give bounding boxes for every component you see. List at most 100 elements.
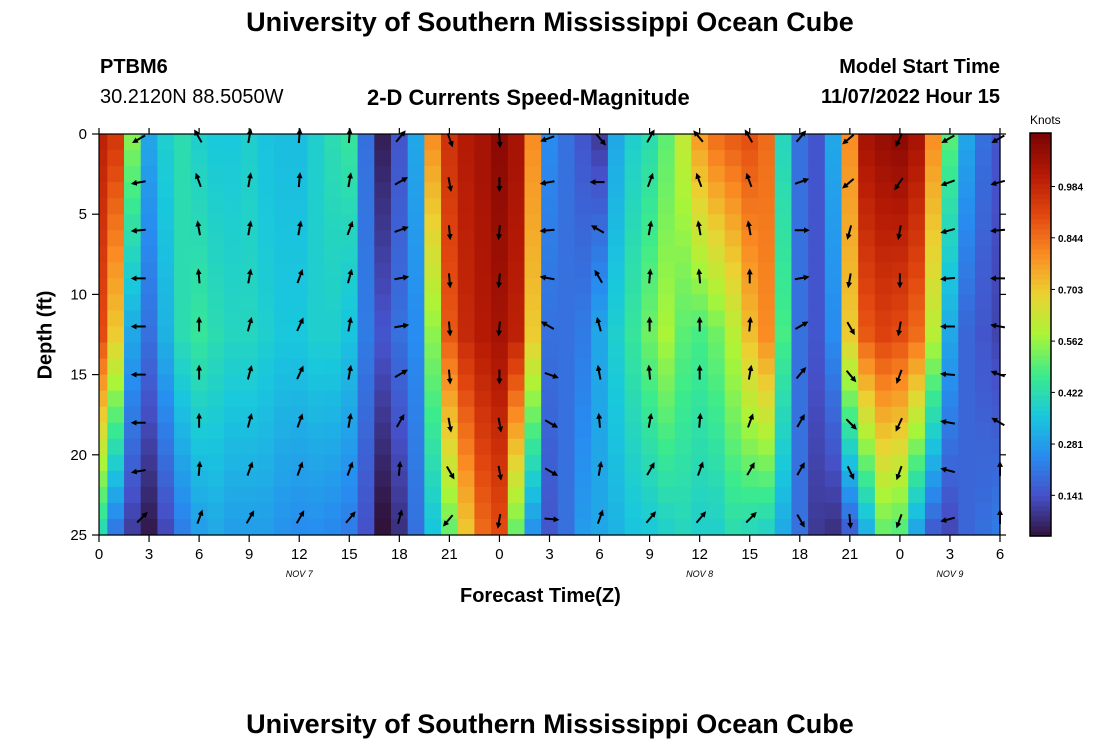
heatmap-cell xyxy=(424,262,442,279)
heatmap-cell xyxy=(274,278,292,295)
current-vector-arrow xyxy=(345,511,356,524)
heatmap-cell xyxy=(457,406,476,424)
heatmap-cell xyxy=(991,262,1001,279)
heatmap-cell xyxy=(174,374,192,392)
heatmap-cell xyxy=(507,454,526,472)
heatmap-cell xyxy=(708,198,726,215)
heatmap-cell xyxy=(190,326,209,344)
heatmap-cell xyxy=(307,262,325,279)
heatmap-cell xyxy=(507,278,526,295)
heatmap-cell xyxy=(524,230,542,247)
heatmap-cell xyxy=(924,374,943,392)
heatmap-cell xyxy=(941,262,959,279)
heatmap-cell xyxy=(641,294,659,312)
colorbar-segment xyxy=(1030,269,1051,275)
heatmap-cell xyxy=(741,326,759,344)
current-vector-arrow xyxy=(347,172,353,188)
heatmap-cell xyxy=(340,230,359,247)
heatmap-cell xyxy=(724,390,742,408)
heatmap-cell xyxy=(257,502,275,520)
heatmap-cell xyxy=(624,230,642,247)
heatmap-cell xyxy=(724,134,742,151)
current-vector-arrow xyxy=(895,369,903,384)
current-vector-arrow xyxy=(845,370,857,383)
heatmap-cell xyxy=(858,262,876,279)
heatmap-cell xyxy=(808,358,826,376)
heatmap-cell xyxy=(841,358,859,376)
heatmap-cell xyxy=(357,166,375,183)
heatmap-cell xyxy=(974,342,993,360)
heatmap-cell xyxy=(974,422,993,440)
heatmap-cell xyxy=(157,246,175,263)
heatmap-cell xyxy=(791,502,809,520)
current-vector-arrow xyxy=(539,274,555,281)
heatmap-cell xyxy=(874,230,893,247)
current-vector-arrow xyxy=(296,220,303,236)
heatmap-cell xyxy=(908,134,926,151)
current-vector-arrow xyxy=(246,128,253,144)
heatmap-cell xyxy=(808,502,826,520)
heatmap-cell xyxy=(307,342,325,360)
colorbar-segment xyxy=(1030,253,1051,260)
heatmap-cell xyxy=(207,422,225,440)
heatmap-cell xyxy=(99,470,108,488)
heatmap-cell xyxy=(941,438,959,456)
heatmap-cell xyxy=(758,262,776,279)
heatmap-cell xyxy=(791,294,809,312)
heatmap-cell xyxy=(524,438,542,456)
heatmap-cell xyxy=(541,390,559,408)
heatmap-cell xyxy=(958,358,976,376)
colorbar-segment xyxy=(1030,213,1051,220)
heatmap-cell xyxy=(340,518,359,536)
heatmap-cell xyxy=(240,134,259,151)
heatmap-cell xyxy=(974,278,993,295)
heatmap-cell xyxy=(491,198,509,215)
heatmap-cell xyxy=(874,294,893,312)
heatmap-cell xyxy=(474,358,492,376)
heatmap-cell xyxy=(624,422,642,440)
heatmap-cell xyxy=(824,406,843,424)
heatmap-cell xyxy=(441,390,459,408)
heatmap-cell xyxy=(708,214,726,231)
heatmap-cell xyxy=(324,246,342,263)
current-vector-arrow xyxy=(647,412,654,428)
heatmap-cell xyxy=(307,294,325,312)
heatmap-cell xyxy=(290,342,309,360)
colorbar-tick-label: 0.562 xyxy=(1058,337,1083,348)
heatmap-cell xyxy=(207,342,225,360)
heatmap-cell xyxy=(574,262,592,279)
current-vector-arrow xyxy=(796,414,805,428)
heatmap-cell xyxy=(390,214,409,231)
heatmap-cell xyxy=(174,518,192,536)
heatmap-cell xyxy=(274,374,292,392)
heatmap-cell xyxy=(691,230,709,247)
heatmap-cell xyxy=(507,214,526,231)
heatmap-cell xyxy=(774,438,793,456)
heatmap-cell xyxy=(457,342,476,360)
heatmap-cell xyxy=(307,518,325,536)
heatmap-cell xyxy=(941,278,959,295)
heatmap-cell xyxy=(307,230,325,247)
heatmap-cell xyxy=(324,342,342,360)
heatmap-cell xyxy=(941,470,959,488)
heatmap-cell xyxy=(124,166,142,183)
y-axis-title: Depth (ft) xyxy=(34,290,57,380)
heatmap-cell xyxy=(457,422,476,440)
heatmap-cell xyxy=(174,470,192,488)
colorbar-segment xyxy=(1030,223,1051,230)
heatmap-cell xyxy=(324,134,342,151)
heatmap-cell xyxy=(891,198,909,215)
heatmap-cell xyxy=(774,470,793,488)
colorbar-segment xyxy=(1030,324,1051,331)
heatmap-cell xyxy=(958,422,976,440)
x-tick-label: 18 xyxy=(391,546,408,563)
heatmap-cell xyxy=(407,390,425,408)
heatmap-cell xyxy=(557,150,576,167)
colorbar-segment xyxy=(1030,455,1051,462)
heatmap-cell xyxy=(874,214,893,231)
heatmap-cell xyxy=(157,438,175,456)
current-vector-arrow xyxy=(442,514,454,527)
heatmap-cell xyxy=(808,278,826,295)
heatmap-cell xyxy=(974,390,993,408)
